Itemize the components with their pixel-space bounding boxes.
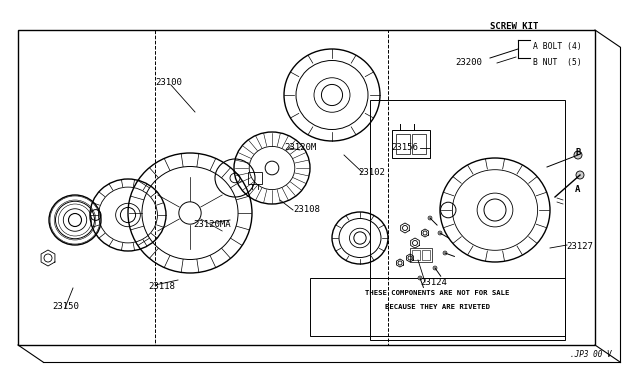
Text: 23120MA: 23120MA: [193, 220, 230, 229]
Text: 23200: 23200: [455, 58, 482, 67]
Circle shape: [428, 216, 432, 220]
Bar: [412, 134, 426, 154]
Bar: [18, 30, 595, 345]
Text: 23120M: 23120M: [284, 143, 316, 152]
Text: 23108: 23108: [293, 205, 320, 214]
Bar: [310, 278, 565, 336]
Circle shape: [438, 231, 442, 235]
Bar: [392, 130, 430, 158]
Bar: [248, 172, 262, 184]
Bar: [412, 250, 420, 260]
Bar: [422, 250, 430, 260]
Bar: [155, 30, 388, 345]
Bar: [370, 100, 565, 340]
Text: 23102: 23102: [358, 168, 385, 177]
Text: 23127: 23127: [566, 242, 593, 251]
Text: THESE COMPONENTS ARE NOT FOR SALE: THESE COMPONENTS ARE NOT FOR SALE: [365, 290, 509, 296]
Bar: [410, 248, 432, 262]
Text: 23118: 23118: [148, 282, 175, 291]
Text: 23124: 23124: [420, 278, 447, 287]
Text: A: A: [575, 185, 580, 194]
Circle shape: [433, 266, 437, 270]
Text: B: B: [575, 148, 580, 157]
Circle shape: [576, 171, 584, 179]
Bar: [396, 134, 410, 154]
Text: 23100: 23100: [155, 78, 182, 87]
Text: SCREW KIT: SCREW KIT: [490, 22, 538, 31]
Circle shape: [574, 151, 582, 159]
Circle shape: [443, 251, 447, 255]
Circle shape: [418, 276, 422, 280]
Text: B NUT  (5): B NUT (5): [533, 58, 582, 67]
Text: 23156: 23156: [391, 143, 418, 152]
Text: .JP3 00 V: .JP3 00 V: [570, 350, 612, 359]
Text: BECAUSE THEY ARE RIVETED: BECAUSE THEY ARE RIVETED: [385, 304, 490, 310]
Text: A BOLT (4): A BOLT (4): [533, 42, 582, 51]
Text: 23150: 23150: [52, 302, 79, 311]
